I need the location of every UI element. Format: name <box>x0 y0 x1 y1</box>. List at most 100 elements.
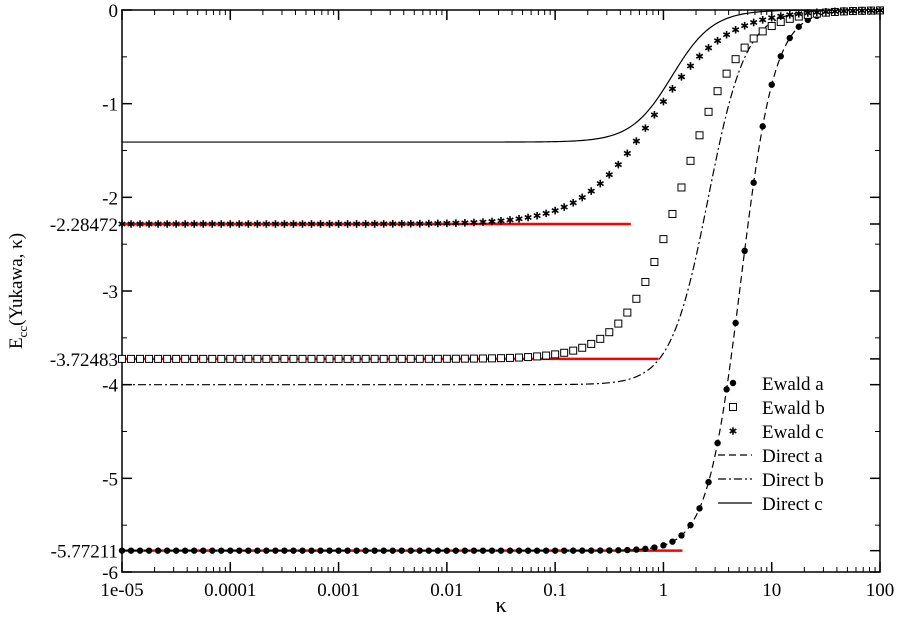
series-point-ewald-b <box>352 354 361 363</box>
series-point-ewald-b <box>244 354 253 363</box>
series-point-ewald-c <box>804 9 812 17</box>
x-tick-label: 0.01 <box>430 580 463 601</box>
series-point-ewald-a <box>506 547 514 554</box>
series-point-ewald-b <box>208 354 217 363</box>
legend-label-ewald-c: Ewald c <box>762 422 824 443</box>
series-point-ewald-b <box>497 354 505 363</box>
series-point-ewald-c <box>867 6 875 15</box>
series-point-ewald-c <box>840 7 848 15</box>
series-point-ewald-a <box>281 547 288 554</box>
series-point-ewald-b <box>397 354 406 363</box>
series-point-ewald-b <box>307 354 316 363</box>
series-point-ewald-b <box>136 354 145 363</box>
series-point-ewald-b <box>298 354 307 363</box>
series-point-ewald-c <box>199 220 207 228</box>
series-point-ewald-a <box>326 547 333 554</box>
series-point-ewald-b <box>551 350 560 359</box>
legend-label-direct-a: Direct a <box>762 446 823 467</box>
series-point-ewald-b <box>542 351 551 360</box>
series-point-ewald-a <box>669 538 676 545</box>
series-point-ewald-c <box>145 220 153 228</box>
series-point-ewald-a <box>398 547 405 554</box>
series-point-ewald-a <box>777 53 784 60</box>
series-point-ewald-a <box>344 547 351 554</box>
series-point-ewald-c <box>668 85 677 93</box>
series-point-ewald-b <box>271 354 280 363</box>
series-point-ewald-b <box>190 354 199 363</box>
series-point-ewald-b <box>127 354 136 363</box>
series-point-ewald-b <box>686 156 695 165</box>
series-point-ewald-b <box>659 235 668 244</box>
series-point-ewald-b <box>172 354 181 363</box>
series-point-ewald-c <box>605 170 613 179</box>
series-point-ewald-a <box>768 81 775 88</box>
ewald-markers <box>118 6 884 554</box>
series-point-ewald-a <box>588 547 595 554</box>
series-point-ewald-c <box>731 25 740 34</box>
series-point-ewald-a <box>245 547 252 554</box>
series-point-ewald-a <box>524 547 532 554</box>
legend-label-direct-c: Direct c <box>762 494 823 515</box>
series-point-ewald-c <box>416 219 424 228</box>
series-point-ewald-b <box>695 131 704 140</box>
y-tick-label: -4 <box>102 376 118 397</box>
series-point-ewald-b <box>614 319 623 328</box>
series-point-ewald-a <box>597 547 604 554</box>
series-point-ewald-a <box>732 319 739 327</box>
series-point-ewald-a <box>651 544 658 551</box>
series-point-ewald-a <box>633 546 640 553</box>
series-point-ewald-b <box>262 354 271 363</box>
series-point-ewald-c <box>524 213 532 222</box>
legend-marker-ewald-a <box>729 379 737 387</box>
series-point-ewald-c <box>461 219 469 227</box>
series-point-ewald-a <box>263 547 270 554</box>
series-point-ewald-b <box>569 346 578 355</box>
series-point-ewald-c <box>262 220 271 228</box>
series-point-ewald-c <box>443 219 451 228</box>
y-tick-label: -2 <box>102 188 118 209</box>
series-point-ewald-c <box>425 219 433 228</box>
y-tick-label: 0 <box>109 1 119 22</box>
series-point-ewald-c <box>849 7 857 15</box>
series-point-ewald-c <box>876 6 884 15</box>
series-point-ewald-c <box>163 220 171 228</box>
series-point-ewald-a <box>579 547 586 554</box>
series-point-ewald-c <box>307 220 316 228</box>
series-point-ewald-b <box>578 343 587 352</box>
series-point-ewald-a <box>299 547 306 554</box>
series-point-ewald-a <box>624 546 631 554</box>
series-point-ewald-c <box>244 220 253 228</box>
series-point-ewald-b <box>442 354 451 363</box>
series-point-ewald-a <box>723 386 730 393</box>
y-axis-label-rest: (Yukawa, κ) <box>6 233 27 326</box>
y-tick-label: -3.72483 <box>50 350 118 371</box>
series-point-ewald-a <box>389 547 396 554</box>
series-point-ewald-a <box>190 547 198 554</box>
series-point-ewald-c <box>551 206 559 215</box>
series-point-ewald-a <box>371 547 378 554</box>
series-point-ewald-c <box>434 219 442 228</box>
series-point-ewald-c <box>587 187 595 195</box>
series-point-ewald-a <box>308 547 315 554</box>
series-point-ewald-a <box>551 547 559 554</box>
series-point-ewald-c <box>352 220 361 228</box>
series-point-ewald-a <box>642 545 649 553</box>
series-point-ewald-b <box>596 334 605 343</box>
series-point-ewald-b <box>451 354 460 363</box>
legend-label-ewald-a: Ewald a <box>762 374 824 395</box>
series-point-ewald-a <box>407 547 414 554</box>
series-point-ewald-a <box>272 547 279 554</box>
series-point-ewald-b <box>280 354 289 363</box>
series-point-ewald-b <box>325 354 334 363</box>
series-point-ewald-c <box>506 216 514 224</box>
series-point-ewald-c <box>650 111 659 119</box>
series-point-ewald-a <box>127 547 135 554</box>
series-point-ewald-c <box>786 10 794 19</box>
series-point-ewald-a <box>479 547 487 554</box>
series-point-ewald-c <box>479 218 487 226</box>
series-point-ewald-c <box>226 220 234 228</box>
series-point-ewald-b <box>641 277 650 286</box>
series-point-ewald-c <box>813 8 821 17</box>
series-point-ewald-b <box>650 257 659 266</box>
series-point-ewald-c <box>659 97 668 106</box>
